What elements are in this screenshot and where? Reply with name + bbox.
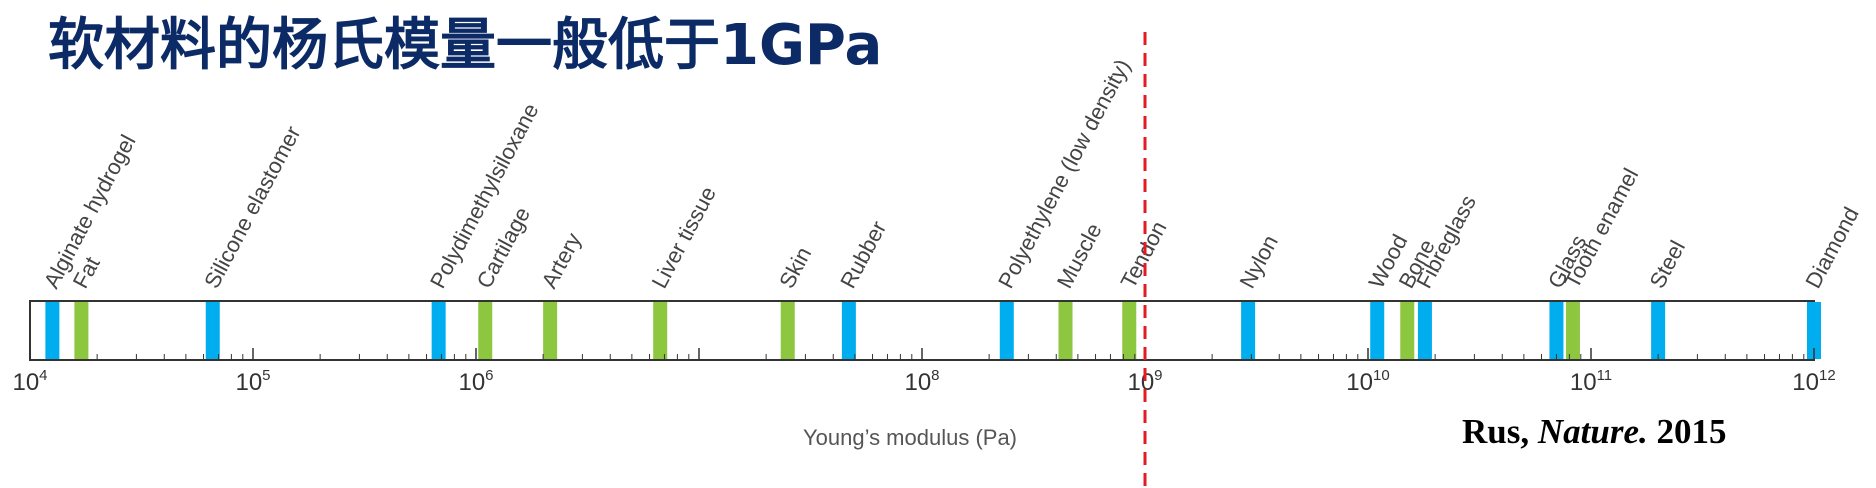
tick-label: 108 bbox=[904, 367, 939, 396]
tick-label: 105 bbox=[235, 367, 270, 396]
bar-steel bbox=[1651, 302, 1666, 359]
axis-tick-labels: 104 105 106 108 109 1010 1011 1012 bbox=[12, 367, 1835, 396]
bar-diamond bbox=[1807, 302, 1821, 359]
bar-tendon bbox=[1122, 302, 1137, 359]
bar-bone bbox=[1400, 302, 1415, 359]
bar-artery bbox=[543, 302, 558, 359]
label-tooth-enamel: Tooth enamel bbox=[1559, 164, 1643, 292]
bar-skin bbox=[780, 302, 795, 359]
page-title: 软材料的杨氏模量一般低于1GPa bbox=[48, 13, 883, 78]
tick-label: 1011 bbox=[1570, 367, 1612, 396]
bar-fibreglass bbox=[1417, 302, 1432, 359]
label-rubber: Rubber bbox=[835, 217, 891, 292]
citation-author: Rus, bbox=[1462, 412, 1530, 451]
bar-fat bbox=[74, 302, 89, 359]
label-artery: Artery bbox=[536, 229, 586, 293]
tick-label: 1010 bbox=[1346, 367, 1389, 396]
label-steel: Steel bbox=[1644, 236, 1690, 292]
label-silicone-elastomer: Silicone elastomer bbox=[199, 122, 305, 292]
bar-muscle bbox=[1058, 302, 1073, 359]
tick-label: 106 bbox=[458, 367, 493, 396]
label-diamond: Diamond bbox=[1800, 203, 1863, 292]
label-muscle: Muscle bbox=[1052, 219, 1107, 292]
bar-rubber bbox=[841, 302, 856, 359]
bar-tooth-enamel bbox=[1565, 302, 1580, 359]
bar-polyethylene-low-density bbox=[999, 302, 1014, 359]
citation-journal: Nature. bbox=[1537, 412, 1648, 451]
citation-year: 2015 bbox=[1656, 412, 1727, 451]
bar-cartilage bbox=[478, 302, 493, 359]
bar-silicone-elastomer bbox=[205, 302, 220, 359]
label-liver-tissue: Liver tissue bbox=[647, 182, 721, 292]
bar-nylon bbox=[1241, 302, 1256, 359]
x-axis-label: Young’s modulus (Pa) bbox=[803, 425, 1017, 450]
tick-label: 1012 bbox=[1792, 367, 1835, 396]
tick-label: 104 bbox=[12, 367, 47, 396]
bar-alginate-hydrogel bbox=[45, 302, 60, 359]
bar-glass bbox=[1549, 302, 1564, 359]
bar-wood bbox=[1370, 302, 1385, 359]
axis-ticks bbox=[29, 348, 1815, 360]
citation: Rus, Nature. 2015 bbox=[1462, 412, 1727, 452]
material-bars bbox=[45, 302, 1821, 359]
label-skin: Skin bbox=[774, 243, 816, 293]
bar-liver-tissue bbox=[653, 302, 668, 359]
bar-polydimethylsiloxane bbox=[431, 302, 446, 359]
label-nylon: Nylon bbox=[1234, 231, 1282, 292]
